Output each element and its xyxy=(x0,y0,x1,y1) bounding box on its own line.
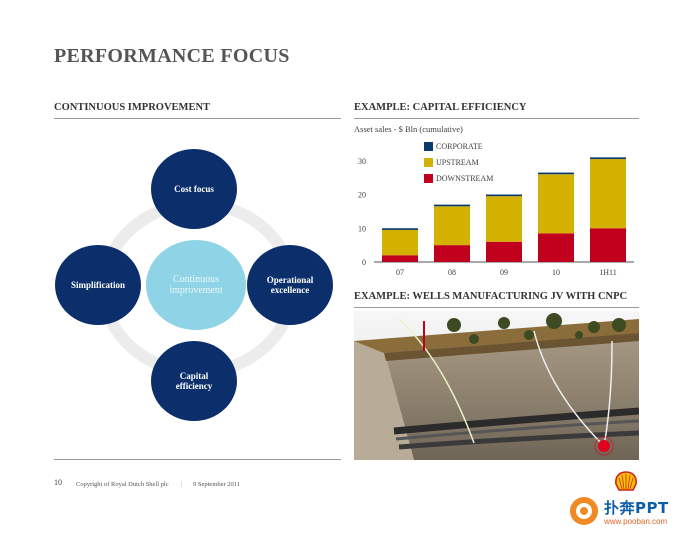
bar-segment-downstream xyxy=(538,233,574,262)
x-tick-label: 07 xyxy=(396,268,404,277)
bar-segment-upstream xyxy=(538,174,574,234)
bar-segment-downstream xyxy=(434,245,470,262)
bar-segment-downstream xyxy=(590,228,626,262)
page-number: 10 xyxy=(54,478,62,487)
cost-focus-label: Cost focus xyxy=(174,183,214,194)
x-tick-label: 08 xyxy=(448,268,456,277)
watermark-url: www.pooban.com xyxy=(604,517,668,526)
bar-segment-corporate xyxy=(538,172,574,175)
bar-segment-downstream xyxy=(382,255,418,262)
operational-excellence-circle: Operational excellence xyxy=(247,245,333,325)
capital-efficiency-circle: Capital efficiency xyxy=(151,341,237,421)
chart-subtitle: Asset sales - $ Bln (cumulative) xyxy=(354,124,463,134)
bar-segment-upstream xyxy=(434,206,470,246)
wells-heading-rule xyxy=(354,307,639,308)
bar-segment-upstream xyxy=(590,159,626,229)
capital-efficiency-heading: EXAMPLE: CAPITAL EFFICIENCY xyxy=(354,102,527,113)
y-tick-label: 20 xyxy=(358,191,366,200)
bar-segment-corporate xyxy=(382,228,418,230)
legend-label-upstream: UPSTREAM xyxy=(436,158,479,167)
capital-efficiency-label: Capital efficiency xyxy=(175,370,213,391)
right-heading-rule xyxy=(354,118,639,119)
legend-swatch-upstream xyxy=(424,158,433,167)
legend-label-downstream: DOWNSTREAM xyxy=(436,174,493,183)
legend-label-corporate: CORPORATE xyxy=(436,142,483,151)
legend-swatch-downstream xyxy=(424,174,433,183)
x-tick-label: 09 xyxy=(500,268,508,277)
bar-segment-upstream xyxy=(382,229,418,256)
cost-focus-circle: Cost focus xyxy=(151,149,237,229)
page-title: PERFORMANCE FOCUS xyxy=(54,45,290,67)
y-tick-label: 0 xyxy=(362,258,366,267)
x-tick-label: 10 xyxy=(552,268,560,277)
y-tick-label: 30 xyxy=(358,157,366,166)
y-tick-label: 10 xyxy=(358,224,366,233)
legend-swatch-corporate xyxy=(424,142,433,151)
center-label: Continuous improvement xyxy=(169,273,223,297)
bar-segment-corporate xyxy=(486,194,522,197)
footer-separator: | xyxy=(181,481,183,488)
copyright-text: Copyright of Royal Dutch Shell plc xyxy=(76,481,169,488)
simplification-label: Simplification xyxy=(70,279,125,290)
wells-illustration xyxy=(354,311,639,460)
bar-segment-downstream xyxy=(486,241,522,262)
bar-segment-corporate xyxy=(434,204,470,207)
simplification-circle: Simplification xyxy=(55,245,141,325)
left-heading-rule xyxy=(54,118,341,119)
footer-date: 9 September 2011 xyxy=(193,481,241,488)
watermark-logo-icon xyxy=(570,497,598,525)
watermark-text: 扑奔PPT xyxy=(604,499,669,517)
asset-sales-chart: 0 10 20 30 07 08 09 10 1H11 CORPORATE UPSTREAM DOWN… xyxy=(358,142,634,277)
x-tick-label: 1H11 xyxy=(599,268,616,277)
wells-heading: EXAMPLE: WELLS MANUFACTURING JV WITH CNP… xyxy=(354,291,628,302)
footer-rule xyxy=(54,459,341,460)
continuous-improvement-heading: CONTINUOUS IMPROVEMENT xyxy=(54,102,211,113)
shell-logo-icon xyxy=(615,471,637,491)
operational-excellence-label: Operational excellence xyxy=(266,274,314,295)
bar-segment-corporate xyxy=(590,157,626,160)
center-circle: Continuous improvement xyxy=(146,240,246,330)
bar-segment-upstream xyxy=(486,196,522,242)
